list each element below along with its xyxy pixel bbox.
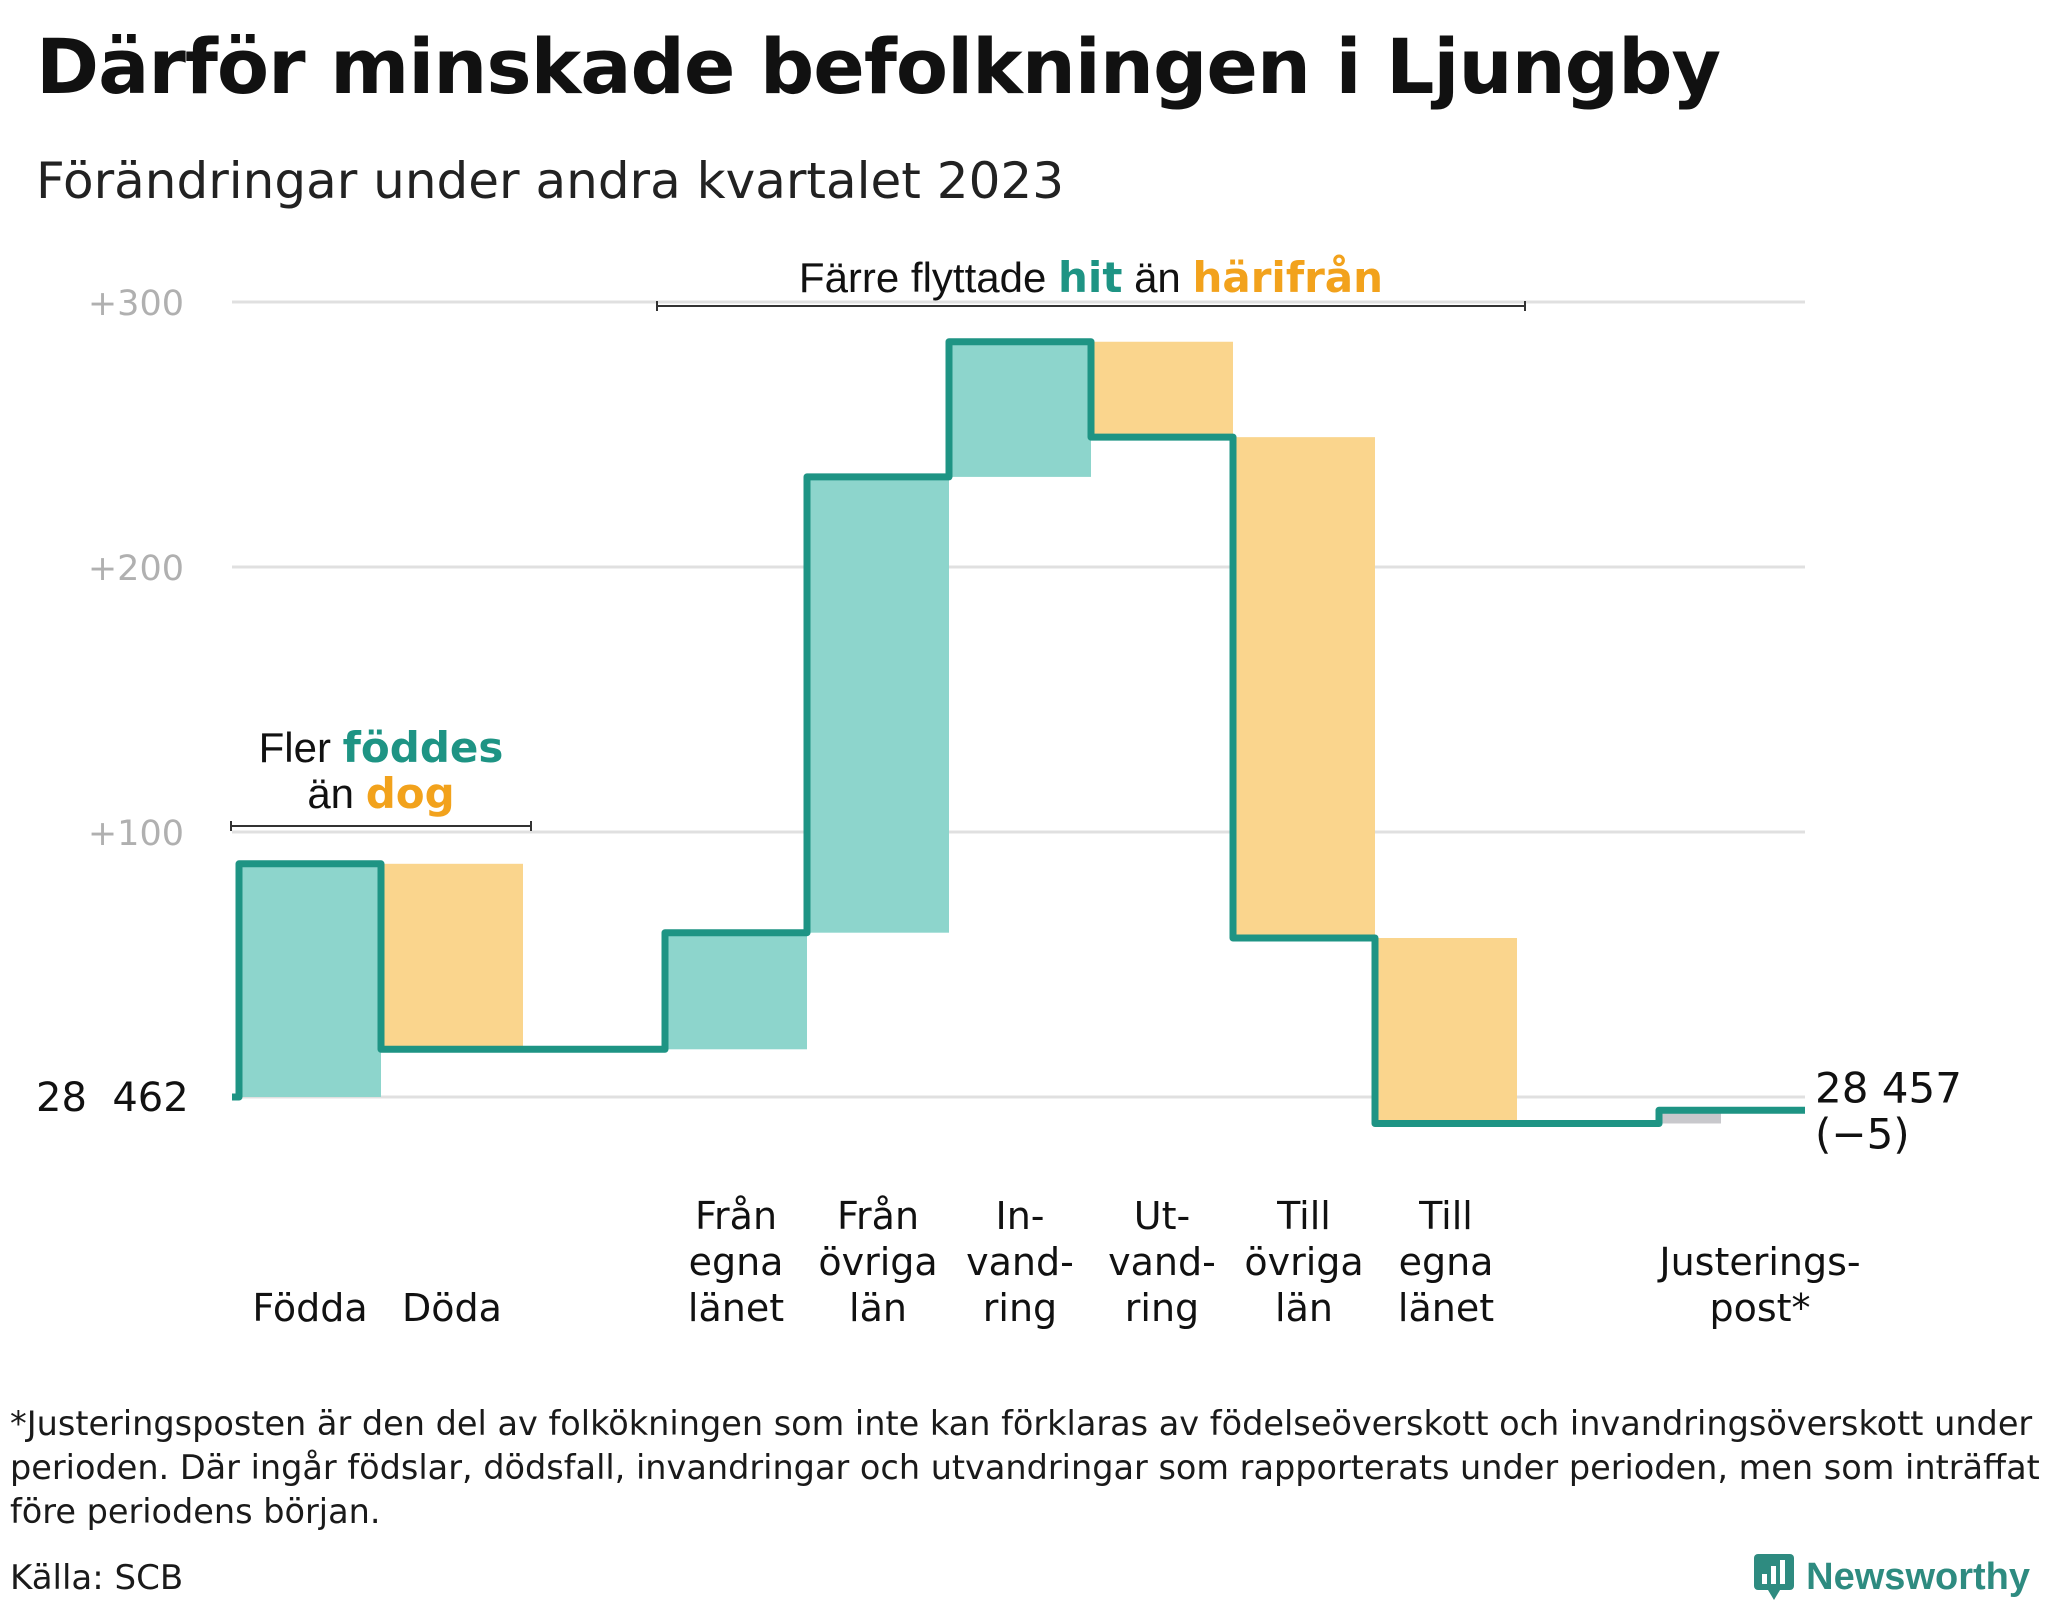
x-category-label: länet: [688, 1286, 784, 1330]
x-category-label: In-: [995, 1194, 1044, 1238]
annotation-text: Färre flyttade hit än härifrån: [799, 253, 1383, 302]
waterfall-chart: +100 +200 +300 28 462 28 457(−5) Födda Döda Frå…: [36, 253, 1962, 1330]
x-category-label: Döda: [402, 1286, 502, 1330]
x-category-label: övriga: [818, 1240, 937, 1284]
x-category-label: Från: [695, 1194, 777, 1238]
x-category-label: post*: [1709, 1286, 1810, 1330]
annotation-word: än: [307, 770, 365, 817]
chart-title: Därför minskade befolkningen i Ljungby: [36, 22, 1721, 111]
annotation-word: Fler: [259, 724, 343, 771]
x-category-label: länet: [1398, 1286, 1494, 1330]
annotation-text: än dog: [307, 769, 454, 818]
x-category-label: ring: [983, 1286, 1057, 1330]
x-category-label: Till: [1276, 1194, 1331, 1238]
waterfall-bar: [239, 863, 381, 1097]
x-category-label: vand-: [966, 1240, 1074, 1284]
x-category-label: ring: [1125, 1286, 1199, 1330]
cumulative-line: [232, 338, 1805, 1127]
start-value-label: 28 462: [36, 1075, 189, 1121]
footnote: *Justeringsposten är den del av folkökni…: [10, 1404, 2040, 1531]
source-label: Källa: SCB: [10, 1558, 184, 1598]
waterfall-bar: [665, 932, 807, 1050]
x-category-label: Justerings-: [1657, 1240, 1860, 1284]
x-category-label: Ut-: [1134, 1194, 1190, 1238]
annotation-highlight: härifrån: [1192, 253, 1383, 302]
waterfall-bar: [949, 341, 1091, 477]
annotation-text: Fler föddes: [259, 723, 504, 772]
end-change-label: (−5): [1815, 1109, 1910, 1158]
brand: Newsworthy: [1754, 1554, 2030, 1600]
chart-subtitle: Förändringar under andra kvartalet 2023: [36, 152, 1065, 210]
y-tick-label: +100: [88, 814, 184, 854]
x-category-label: län: [1275, 1286, 1333, 1330]
newsworthy-logo-icon: [1754, 1554, 1795, 1600]
x-category-label: egna: [689, 1240, 784, 1284]
x-category-label: Från: [837, 1194, 919, 1238]
y-tick-label: +200: [88, 549, 184, 589]
annotation-highlight: dog: [366, 769, 455, 818]
waterfall-bar: [1233, 437, 1375, 938]
x-category-label: egna: [1399, 1240, 1494, 1284]
annotation-highlight: hit: [1058, 253, 1122, 302]
annotation-word: Färre flyttade: [799, 254, 1058, 301]
x-category-label: Till: [1418, 1194, 1473, 1238]
x-category-label: övriga: [1244, 1240, 1363, 1284]
brand-name: Newsworthy: [1806, 1555, 2030, 1598]
x-category-label: län: [849, 1286, 907, 1330]
y-tick-label: +300: [88, 284, 184, 324]
annotation-highlight: föddes: [343, 723, 504, 772]
waterfall-bar: [807, 476, 949, 933]
waterfall-bar: [1375, 938, 1517, 1124]
end-value-label: 28 457: [1815, 1063, 1962, 1112]
waterfall-bar: [1091, 341, 1233, 438]
annotation-word: än: [1122, 254, 1192, 301]
x-category-label: Födda: [252, 1286, 367, 1330]
waterfall-bar: [381, 863, 523, 1050]
x-category-label: vand-: [1108, 1240, 1216, 1284]
